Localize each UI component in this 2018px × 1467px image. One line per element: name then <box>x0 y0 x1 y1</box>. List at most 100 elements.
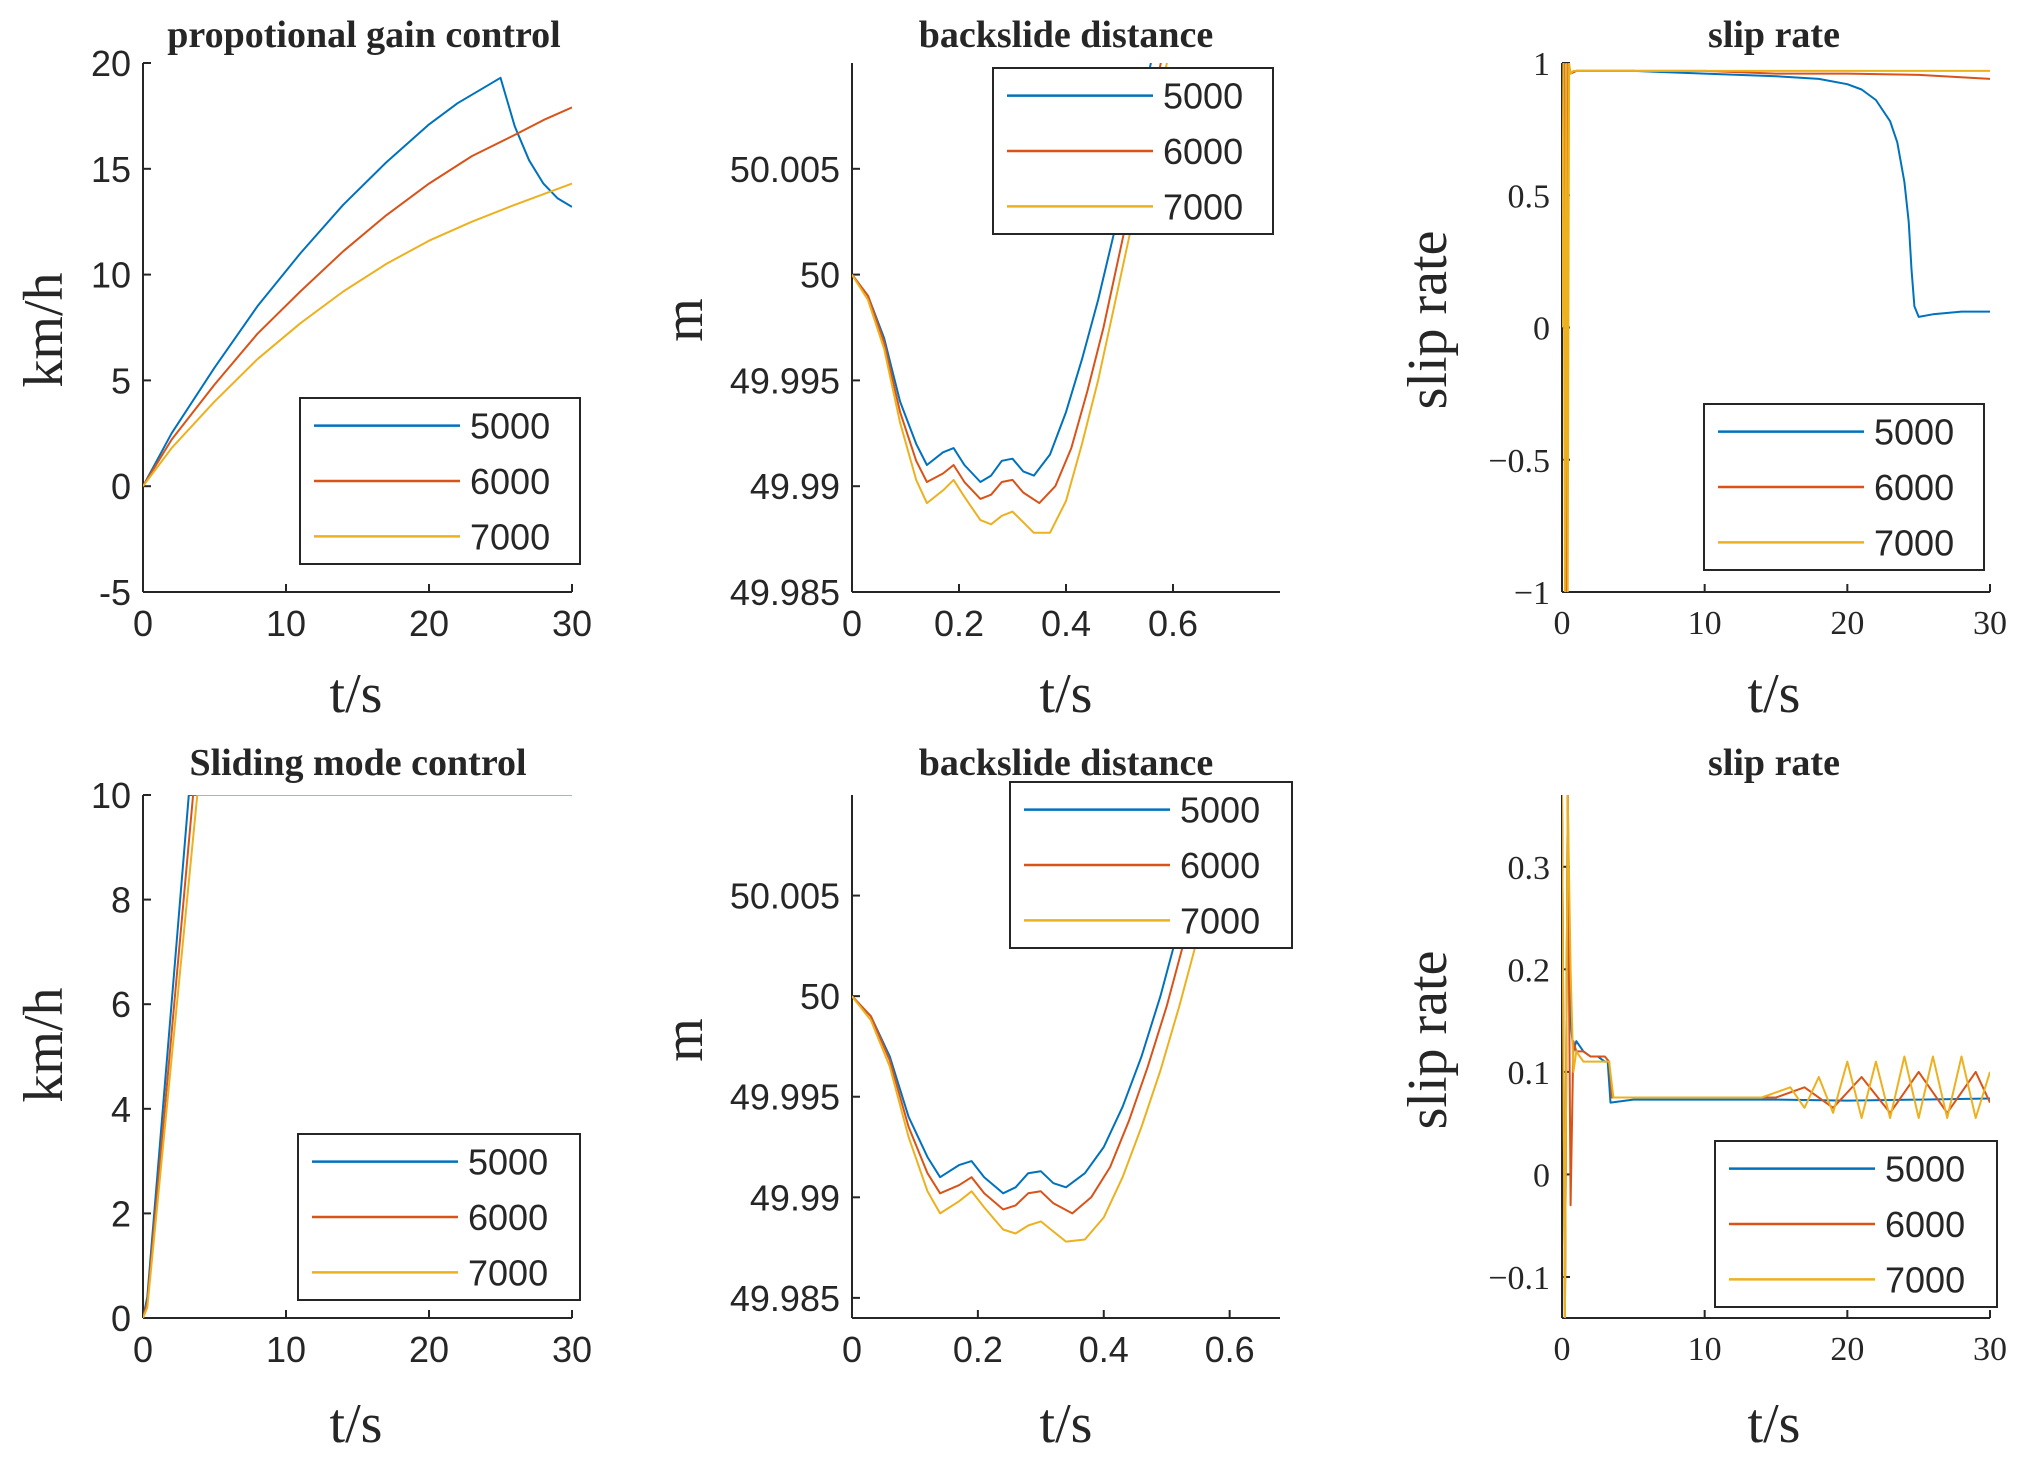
series-line-7000 <box>143 182 572 487</box>
x-axis-label: t/s <box>1748 1393 1801 1455</box>
panel-title: propotional gain control <box>167 14 560 56</box>
x-tick-label: 0 <box>842 1329 862 1370</box>
legend: 5000 6000 7000 <box>299 397 581 565</box>
x-tick-label: 0 <box>1554 1331 1571 1368</box>
series-lines <box>143 76 572 487</box>
legend: 5000 6000 7000 <box>1009 781 1293 949</box>
legend-label-5000: 5000 <box>1163 76 1243 117</box>
series-lines <box>1562 795 1990 1318</box>
y-tick-label: 49.995 <box>730 360 840 401</box>
panel-sliding-mode-control: Sliding mode control km/h t/s 0 10 20 30 0 2 4… <box>13 742 592 1455</box>
y-axis-label: km/h <box>13 272 75 387</box>
x-tick-label: 20 <box>409 603 449 644</box>
series-line-5000 <box>852 63 1152 483</box>
x-tick-label: 20 <box>409 1329 449 1370</box>
y-tick-label: 50.005 <box>730 876 840 917</box>
panel-backslide-distance-top: backslide distance m t/s 0 0.2 0.4 0.6 49.98… <box>653 14 1280 725</box>
y-tick-label: 15 <box>91 149 131 190</box>
y-tick-label: 0.5 <box>1508 178 1551 215</box>
x-tick-label: 0 <box>133 603 153 644</box>
y-tick-label: 50 <box>800 255 840 296</box>
y-tick-label: 0 <box>1533 311 1550 348</box>
panel-slip-rate-bottom: slip rate slip rate t/s 0 10 20 30−0.100.10… <box>1397 742 2007 1455</box>
y-tick-label: 4 <box>111 1089 131 1130</box>
panel-title: slip rate <box>1708 742 1840 784</box>
series-lines <box>852 63 1168 534</box>
series-line-7000 <box>852 63 1168 534</box>
legend-label-5000: 5000 <box>470 406 550 447</box>
x-tick-label: 0.4 <box>1079 1329 1129 1370</box>
x-tick-label: 30 <box>552 1329 592 1370</box>
y-tick-label: −0.5 <box>1488 443 1550 480</box>
legend-label-6000: 6000 <box>1874 467 1954 508</box>
x-tick-label: 10 <box>1688 605 1722 642</box>
legend-label-6000: 6000 <box>1885 1204 1965 1245</box>
x-axis-label: t/s <box>1040 663 1093 725</box>
x-tick-label: 10 <box>266 603 306 644</box>
legend: 5000 6000 7000 <box>992 67 1274 235</box>
panel-title: slip rate <box>1708 14 1840 56</box>
y-tick-label: 0 <box>111 466 131 507</box>
legend-label-7000: 7000 <box>468 1252 548 1293</box>
y-axis-label: slip rate <box>1397 231 1459 410</box>
legend-label-7000: 7000 <box>1163 186 1243 227</box>
x-tick-label: 20 <box>1830 605 1864 642</box>
legend-label-6000: 6000 <box>1163 131 1243 172</box>
series-line-6000 <box>852 795 1225 1215</box>
legend-label-6000: 6000 <box>470 461 550 502</box>
y-tick-label: 0 <box>1533 1158 1550 1195</box>
y-tick-label: 20 <box>91 43 131 84</box>
panel-title: backslide distance <box>919 742 1214 784</box>
y-tick-label: 0.1 <box>1508 1055 1551 1092</box>
y-tick-label: 49.99 <box>750 466 840 507</box>
y-tick-label: 49.99 <box>750 1177 840 1218</box>
series-line-6000 <box>852 63 1162 505</box>
y-tick-label: 10 <box>91 255 131 296</box>
legend-label-5000: 5000 <box>1885 1149 1965 1190</box>
x-tick-label: 0.2 <box>953 1329 1003 1370</box>
panel-backslide-distance-bottom: backslide distance m t/s 0 0.2 0.4 0.6 49.98… <box>653 742 1293 1455</box>
series-lines <box>852 795 1237 1243</box>
x-tick-label: 10 <box>1688 1331 1722 1368</box>
series-line-6000 <box>143 106 572 487</box>
legend: 5000 6000 7000 <box>1714 1140 1998 1308</box>
y-tick-label: 8 <box>111 880 131 921</box>
y-tick-label: 5 <box>111 360 131 401</box>
y-tick-label: 49.995 <box>730 1077 840 1118</box>
legend-label-7000: 7000 <box>1874 522 1954 563</box>
legend-label-5000: 5000 <box>1874 412 1954 453</box>
legend-label-5000: 5000 <box>468 1142 548 1183</box>
series-lines <box>143 795 572 1318</box>
y-tick-label: 49.985 <box>730 1278 840 1319</box>
series-line-5000 <box>143 76 572 487</box>
legend: 5000 6000 7000 <box>1703 403 1985 571</box>
panel-title: backslide distance <box>919 14 1214 56</box>
legend: 5000 6000 7000 <box>297 1133 581 1301</box>
x-tick-label: 0.2 <box>934 603 984 644</box>
legend-label-6000: 6000 <box>468 1197 548 1238</box>
y-tick-label: 50.005 <box>730 149 840 190</box>
legend-label-5000: 5000 <box>1180 790 1260 831</box>
x-tick-label: 20 <box>1830 1331 1864 1368</box>
x-tick-label: 0 <box>842 603 862 644</box>
x-tick-label: 0.4 <box>1041 603 1091 644</box>
x-axis-label: t/s <box>330 663 383 725</box>
panel-slip-rate-top: slip rate slip rate t/s 0 10 20 30 −1 −0.5 0 0.… <box>1397 14 2007 725</box>
panel-title: Sliding mode control <box>189 742 526 784</box>
x-tick-label: 30 <box>1973 605 2007 642</box>
series-line-7000 <box>143 795 572 1318</box>
panel-propotional-gain-control: propotional gain control km/h t/s 0 10 20 3… <box>13 14 592 725</box>
y-tick-label: 2 <box>111 1193 131 1234</box>
y-tick-label: 10 <box>91 775 131 816</box>
y-tick-label: 49.985 <box>730 572 840 613</box>
y-axis-label: m <box>653 1018 715 1062</box>
x-tick-label: 10 <box>266 1329 306 1370</box>
y-tick-label: 1 <box>1533 46 1550 83</box>
y-axis-label: m <box>653 298 715 342</box>
x-axis-label: t/s <box>1040 1393 1093 1455</box>
x-tick-label: 30 <box>1973 1331 2007 1368</box>
series-line-5000 <box>852 795 1216 1195</box>
y-tick-label: 0 <box>111 1298 131 1339</box>
x-tick-label: 30 <box>552 603 592 644</box>
